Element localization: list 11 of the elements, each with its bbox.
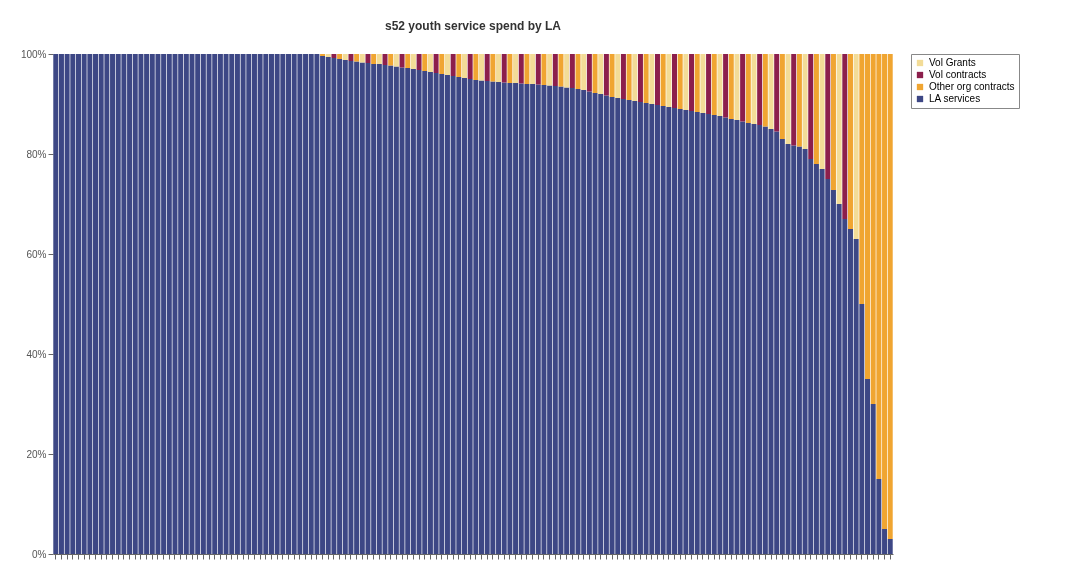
y-tick-label: 100% [20,48,47,60]
y-tick-label: 0% [32,548,47,560]
y-tick-label: 40% [26,348,47,360]
legend-label: LA services [929,93,981,104]
legend-label: Vol Grants [929,57,976,68]
legend-label: Vol contracts [929,69,987,80]
y-tick-label: 80% [26,148,47,160]
legend-label: Other org contracts [929,81,1015,92]
chart-title: s52 youth service spend by LA [384,19,562,33]
y-tick-label: 60% [26,248,47,260]
y-tick-label: 20% [26,448,47,460]
